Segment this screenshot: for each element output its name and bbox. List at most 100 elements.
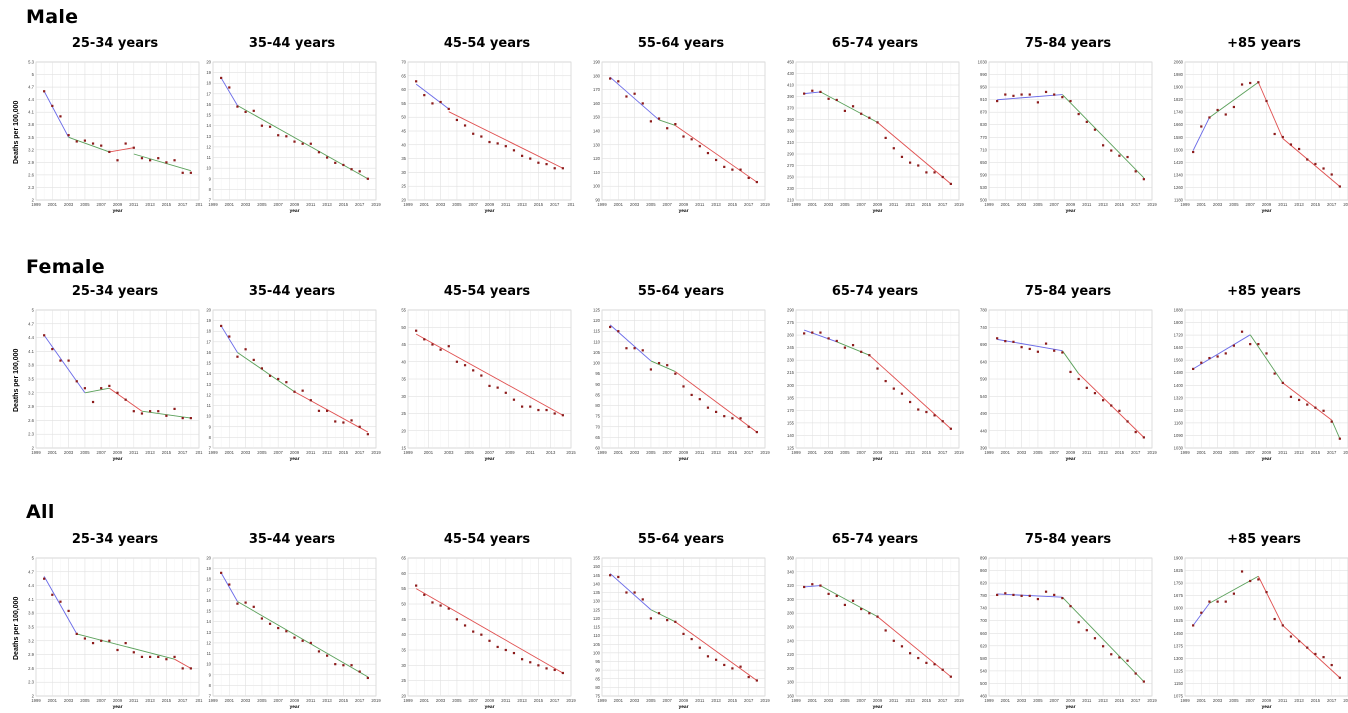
y-tick-label: 1825 [1174,568,1184,573]
data-point [1208,600,1211,603]
data-point [189,667,192,670]
data-point [1044,590,1048,593]
data-point [827,592,830,595]
data-point [1061,597,1064,600]
x-tick-label: 1999 [791,450,801,455]
data-point [1004,592,1007,595]
data-point [124,642,127,645]
y-tick-label: 105 [593,350,601,355]
x-tick-label: 2011 [1082,450,1092,455]
x-tick-label: 2011 [306,202,316,207]
data-point [835,98,838,102]
data-point [1208,116,1211,119]
data-point [739,417,742,420]
data-point [1069,605,1072,608]
x-tick-label: 2017 [1131,698,1141,703]
y-tick-label: 230 [787,358,795,363]
y-tick-label: 11 [207,403,212,408]
data-point [415,80,418,83]
y-tick-label: 200 [787,666,795,671]
data-point [666,127,669,130]
data-point [1118,409,1121,412]
data-point [1020,346,1023,349]
data-point [51,348,54,351]
data-point [189,171,192,174]
chart-all-75-84-years: 75-84 years 460 500 540 580 620 660 700 740 780 82… [979,532,1157,710]
data-point [739,168,742,171]
y-tick-label: 1675 [1174,593,1184,598]
data-point [1240,83,1244,86]
y-tick-label: 250 [787,175,795,180]
data-point [309,641,312,645]
x-tick-label: 1999 [31,698,41,703]
x-tick-label: 2009 [485,698,495,703]
data-point [301,639,304,642]
data-point [1273,617,1276,621]
x-tick-label: 2003 [824,450,834,455]
data-point [140,655,144,658]
data-point [59,359,62,362]
y-tick-label: 2 [32,198,35,203]
data-point [220,324,223,328]
y-tick-label: 125 [593,607,601,612]
chart-title: 35-44 years [248,532,336,547]
data-point [447,607,450,610]
x-tick-label: 2009 [485,202,495,207]
x-tick-label: 2005 [80,202,90,207]
data-point [690,637,693,641]
y-tick-label: 1800 [1174,320,1184,325]
data-point [496,142,499,145]
data-point [1118,154,1121,157]
data-point [1289,395,1293,398]
x-tick-label: 2015 [1115,450,1125,455]
y-tick-label: 50 [401,115,406,120]
data-point [1012,593,1015,597]
y-tick-label: 30 [401,663,406,668]
y-tick-label: 18 [206,329,211,334]
trend-segment-2 [650,360,676,372]
data-point [941,175,944,179]
x-tick-label: 2001 [48,450,58,455]
data-point [244,110,247,113]
data-point [1020,93,1023,96]
x-axis-label: year [485,208,495,214]
y-tick-label: 100 [593,361,601,366]
data-point [512,398,516,401]
data-point [1036,597,1039,601]
y-tick-label: 115 [593,625,600,630]
y-tick-label: 45 [401,617,406,622]
data-point [698,646,701,649]
data-point [649,368,652,371]
data-point [244,601,247,604]
trend-segment-1 [43,576,78,635]
x-tick-label: 2005 [464,450,474,455]
x-tick-label: 2005 [646,202,656,207]
data-point [843,603,846,607]
chart-title: 35-44 years [248,36,336,51]
trend-segment-1 [220,325,238,353]
trend-segment-1 [220,572,238,602]
chart-all-45-54-years: 45-54 years 20 25 30 35 40 45 50 55 60 65 1999 2001 2… [398,532,576,710]
data-point [1036,350,1039,353]
trend-segment-4 [133,153,191,172]
x-tick-label: 2005 [646,698,656,703]
data-point [1330,420,1333,423]
x-tick-label: 2013 [1294,450,1304,455]
y-tick-label: 430 [787,71,795,76]
data-point [731,168,734,171]
x-tick-label: 2001 [1197,698,1207,703]
y-tick-label: 130 [593,142,601,147]
data-point [350,664,353,667]
x-tick-label: 2007 [1050,450,1060,455]
data-point [715,158,718,162]
plot-area: 1075 1150 1225 1300 1375 1450 1525 1600 1675 1750… [1174,556,1348,710]
chart-title: 65-74 years [831,36,919,51]
y-tick-label: 1750 [1174,581,1184,586]
data-point [1314,652,1317,656]
y-tick-label: 15 [206,609,211,614]
y-tick-label: 140 [593,129,601,134]
x-tick-label: 1999 [597,698,607,703]
data-point [811,331,814,334]
x-tick-label: 2005 [1033,202,1043,207]
trend-segment-3 [109,147,134,153]
